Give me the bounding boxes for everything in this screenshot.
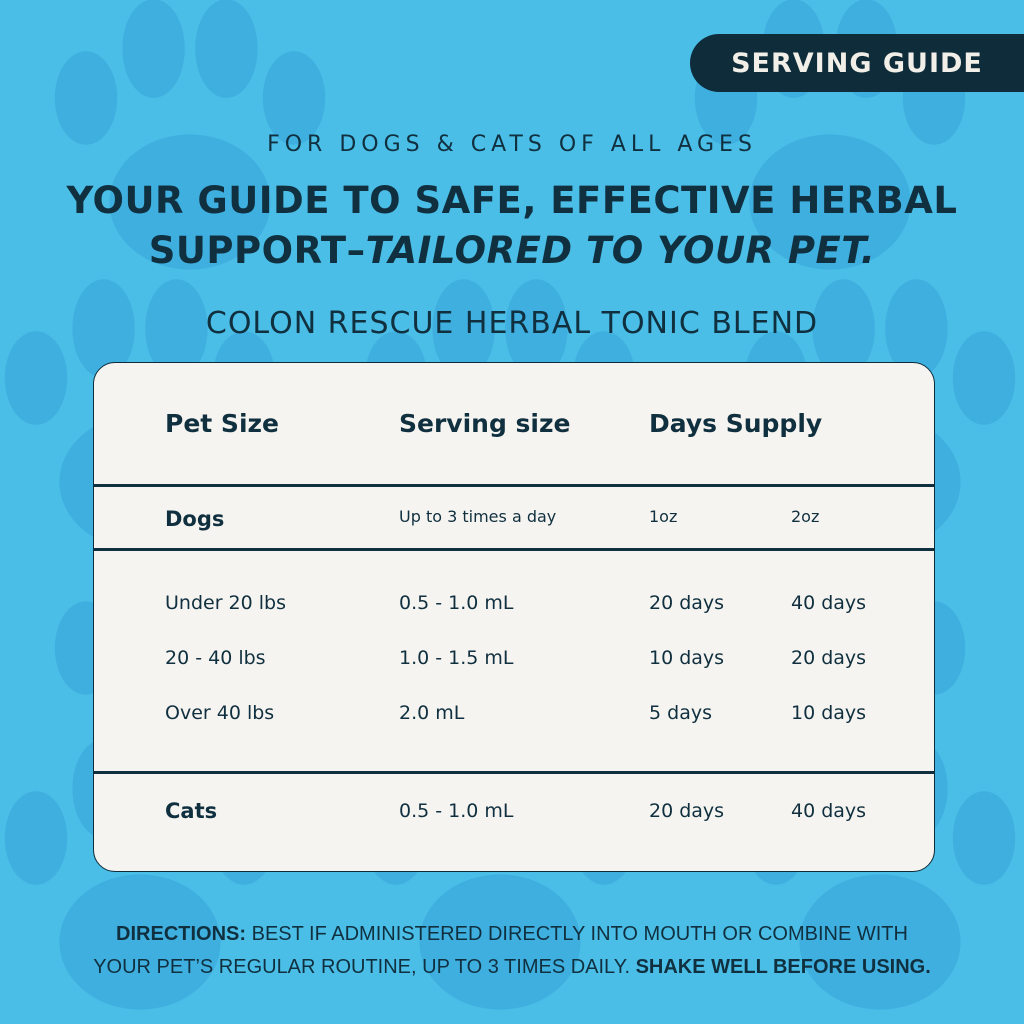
directions-line1: DIRECTIONS: BEST IF ADMINISTERED DIRECTL… (0, 918, 1024, 951)
size-1oz: 1oz (649, 507, 678, 526)
directions-line2: YOUR PET’S REGULAR ROUTINE, UP TO 3 TIME… (0, 951, 1024, 984)
row-days-1oz: 20 days (649, 592, 725, 614)
paw-print-shape (195, 0, 258, 98)
row-days-1oz: 10 days (649, 647, 725, 669)
row-days-2oz: 40 days (791, 592, 867, 614)
paw-print-shape (799, 874, 961, 1010)
cats-1oz: 20 days (649, 800, 725, 822)
dogs-label: Dogs (165, 507, 225, 531)
divider (94, 484, 934, 487)
directions-shake: SHAKE WELL BEFORE USING. (635, 956, 931, 978)
cats-serving: 0.5 - 1.0 mL (399, 800, 514, 822)
paw-print-shape (952, 791, 1016, 885)
serving-table: Pet Size Serving size Days Supply Dogs U… (93, 362, 935, 872)
headline: YOUR GUIDE TO SAFE, EFFECTIVE HERBAL SUP… (0, 176, 1024, 276)
cats-2oz: 40 days (791, 800, 867, 822)
paw-print-shape (952, 331, 1016, 425)
row-days-2oz: 10 days (791, 702, 867, 724)
row-serving: 2.0 mL (399, 702, 465, 724)
paw-print-shape (4, 791, 68, 885)
directions-text2: YOUR PET’S REGULAR ROUTINE, UP TO 3 TIME… (93, 956, 636, 978)
row-serving: 1.0 - 1.5 mL (399, 647, 514, 669)
headline-line2: SUPPORT–TAILORED TO YOUR PET. (0, 226, 1024, 276)
headline-plain: SUPPORT– (148, 229, 366, 272)
paw-print-shape (4, 331, 68, 425)
paw-print-shape (432, 279, 495, 378)
paw-print-shape (54, 51, 118, 145)
divider (94, 548, 934, 551)
row-pet-size: Over 40 lbs (165, 702, 275, 724)
paw-print-shape (122, 0, 185, 98)
row-days-1oz: 5 days (649, 702, 712, 724)
paw-print-shape (72, 279, 135, 378)
row-pet-size: Under 20 lbs (165, 592, 287, 614)
header-serving-size: Serving size (399, 409, 571, 438)
directions-label: DIRECTIONS: (116, 923, 247, 945)
paw-print-shape (145, 279, 208, 378)
paw-print-shape (109, 134, 271, 270)
row-serving: 0.5 - 1.0 mL (399, 592, 514, 614)
paw-print-shape (749, 134, 911, 270)
header-days-supply: Days Supply (649, 409, 823, 438)
headline-italic: TAILORED TO YOUR PET. (365, 229, 876, 272)
product-name: COLON RESCUE HERBAL TONIC BLEND (205, 306, 819, 341)
row-days-2oz: 20 days (791, 647, 867, 669)
row-pet-size: 20 - 40 lbs (165, 647, 266, 669)
directions-text1: BEST IF ADMINISTERED DIRECTLY INTO MOUTH… (246, 923, 908, 945)
paw-print-shape (262, 51, 326, 145)
paw-print-shape (885, 279, 948, 378)
dogs-serving: Up to 3 times a day (399, 507, 557, 526)
directions: DIRECTIONS: BEST IF ADMINISTERED DIRECTL… (0, 918, 1024, 984)
paw-print-shape (505, 279, 568, 378)
divider (94, 771, 934, 774)
serving-guide-banner: SERVING GUIDE (690, 34, 1024, 92)
paw-print-shape (812, 279, 875, 378)
header-pet-size: Pet Size (165, 409, 280, 438)
subtitle: FOR DOGS & CATS OF ALL AGES (267, 132, 757, 157)
cats-label: Cats (165, 799, 218, 823)
paw-print-shape (59, 874, 221, 1010)
headline-line1: YOUR GUIDE TO SAFE, EFFECTIVE HERBAL (66, 179, 958, 222)
size-2oz: 2oz (791, 507, 820, 526)
paw-print-shape (419, 874, 581, 1010)
